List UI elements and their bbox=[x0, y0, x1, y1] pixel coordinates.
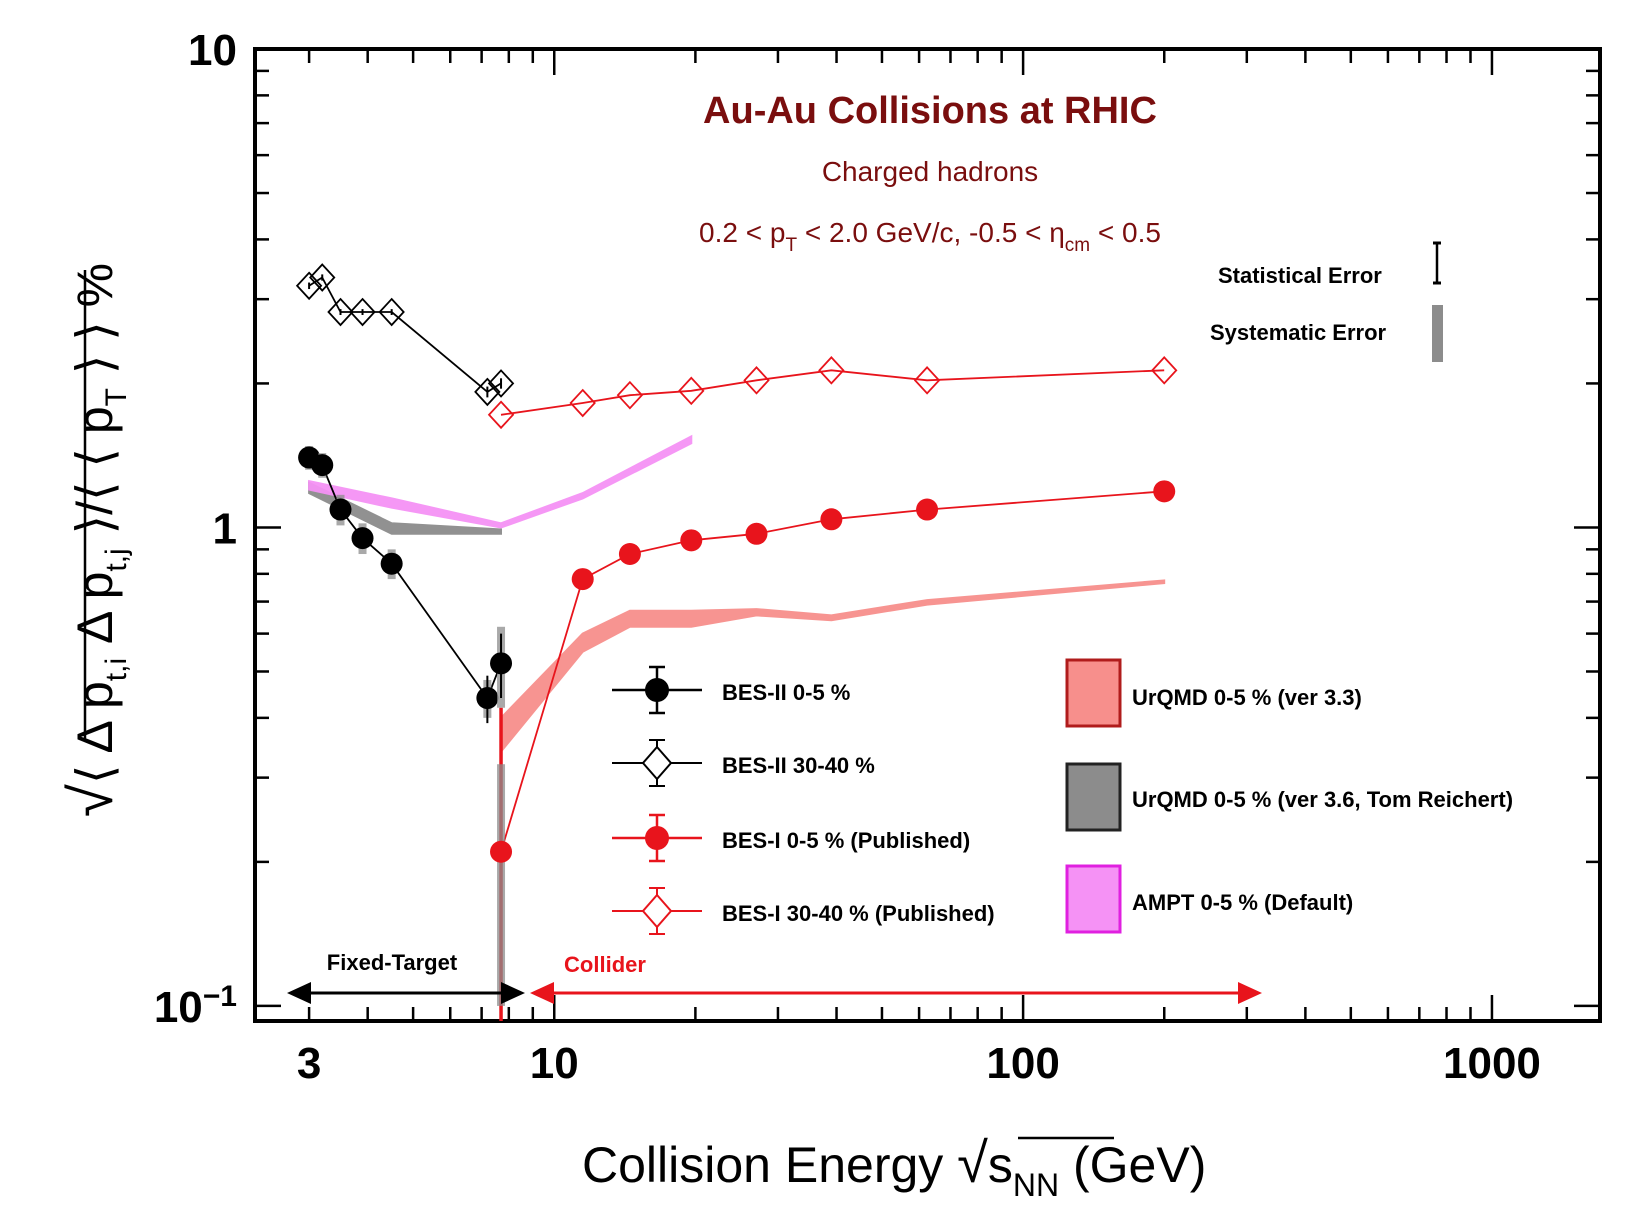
data-point bbox=[329, 498, 352, 521]
data-point bbox=[571, 568, 594, 591]
x-tick-label: 3 bbox=[297, 1039, 321, 1088]
fixed-target-arrow bbox=[287, 982, 525, 1004]
data-point bbox=[351, 527, 374, 550]
plot-frame bbox=[253, 47, 1602, 1023]
data-point bbox=[913, 366, 941, 395]
data-point bbox=[309, 263, 336, 292]
data-point bbox=[327, 297, 354, 327]
data-point bbox=[378, 297, 405, 327]
series-3 bbox=[487, 356, 1178, 430]
series-2 bbox=[490, 480, 1176, 1006]
data-point bbox=[1151, 356, 1178, 385]
data-point bbox=[616, 380, 644, 410]
systematic-error-icon bbox=[1432, 305, 1443, 362]
series-line bbox=[500, 490, 1165, 853]
x-tick-label: 1000 bbox=[1443, 1039, 1541, 1088]
collider-label: Collider bbox=[564, 952, 646, 977]
data-point bbox=[569, 388, 596, 418]
legend-bes2-0-5: BES-II 0-5 % bbox=[612, 665, 850, 715]
y-tick-label: 1 bbox=[213, 504, 237, 553]
legend-bes1-0-5: BES-I 0-5 % (Published) bbox=[612, 813, 970, 863]
svg-text:UrQMD 0-5 % (ver 3.6, Tom Reic: UrQMD 0-5 % (ver 3.6, Tom Reichert) bbox=[1132, 787, 1513, 812]
series-1 bbox=[295, 263, 515, 407]
sys-error-bar bbox=[497, 764, 506, 1006]
chart-subtitle: Charged hadrons bbox=[822, 156, 1038, 187]
data-point bbox=[916, 498, 939, 521]
statistical-error-label: Statistical Error bbox=[1218, 263, 1382, 288]
x-tick-label: 100 bbox=[986, 1039, 1059, 1088]
y-tick-label: 10−1 bbox=[154, 980, 237, 1032]
svg-text:BES-I 0-5 % (Published): BES-I 0-5 % (Published) bbox=[722, 828, 970, 853]
model-bands bbox=[308, 434, 1166, 755]
legend-ampt: AMPT 0-5 % (Default) bbox=[1065, 864, 1353, 934]
data-point bbox=[487, 400, 515, 430]
svg-text:UrQMD 0-5 % (ver 3.3): UrQMD 0-5 % (ver 3.3) bbox=[1132, 685, 1362, 710]
data-point bbox=[311, 454, 334, 477]
legend-bes1-30-40: BES-I 30-40 % (Published) bbox=[612, 887, 995, 935]
data-point bbox=[680, 529, 703, 552]
x-tick-labels: 3 10 100 1000 bbox=[297, 1039, 1541, 1088]
data-point bbox=[349, 297, 376, 327]
chart-title: Au-Au Collisions at RHIC bbox=[703, 90, 1157, 132]
systematic-error-label: Systematic Error bbox=[1210, 320, 1387, 345]
data-point bbox=[678, 376, 705, 406]
statistical-error-icon bbox=[1433, 241, 1441, 285]
data-point bbox=[490, 652, 513, 675]
data-point bbox=[818, 356, 845, 385]
svg-text:BES-II 0-5 %: BES-II 0-5 % bbox=[722, 680, 850, 705]
band-2 bbox=[308, 434, 693, 529]
series-0 bbox=[298, 445, 513, 724]
axis-ticks bbox=[255, 49, 1600, 1021]
data-point bbox=[743, 366, 770, 395]
data-point bbox=[618, 543, 641, 566]
x-axis-title: Collision Energy √sNN (GeV) bbox=[582, 1131, 1206, 1203]
tick-exponent: −1 bbox=[203, 980, 237, 1013]
data-point bbox=[474, 377, 501, 407]
data-point bbox=[820, 508, 843, 531]
data-point bbox=[295, 271, 323, 301]
series-line bbox=[308, 276, 502, 394]
svg-text:AMPT 0-5 % (Default): AMPT 0-5 % (Default) bbox=[1132, 890, 1353, 915]
collider-arrow bbox=[530, 982, 1262, 1004]
kinematic-cuts: 0.2 < pT < 2.0 GeV/c, -0.5 < ηcm < 0.5 bbox=[699, 217, 1161, 256]
band-0 bbox=[500, 579, 1166, 755]
data-series bbox=[295, 263, 1178, 1006]
legend-bes2-30-40: BES-II 30-40 % bbox=[612, 739, 875, 787]
svg-text:BES-II 30-40 %: BES-II 30-40 % bbox=[722, 753, 875, 778]
data-point bbox=[745, 522, 768, 545]
data-point bbox=[380, 552, 403, 575]
legend-urqmd-36: UrQMD 0-5 % (ver 3.6, Tom Reichert) bbox=[1065, 762, 1513, 832]
svg-text:BES-I 30-40 % (Published): BES-I 30-40 % (Published) bbox=[722, 901, 995, 926]
series-line bbox=[500, 369, 1165, 416]
tick-base: 10 bbox=[154, 983, 203, 1032]
y-tick-label: 10 bbox=[188, 26, 237, 75]
data-point bbox=[476, 687, 499, 710]
x-tick-label: 10 bbox=[530, 1039, 579, 1088]
tick-base: 1 bbox=[213, 504, 237, 553]
legend-urqmd-33: UrQMD 0-5 % (ver 3.3) bbox=[1065, 658, 1362, 728]
data-point bbox=[1153, 480, 1176, 503]
fixed-target-label: Fixed-Target bbox=[327, 950, 458, 975]
y-axis-title: √⟨ Δ pt,i Δ pt,j ⟩/⟨ ⟨ pT ⟩ ⟩ % bbox=[58, 263, 133, 817]
data-point bbox=[490, 840, 513, 863]
data-point bbox=[487, 369, 515, 398]
tick-base: 10 bbox=[188, 26, 237, 75]
